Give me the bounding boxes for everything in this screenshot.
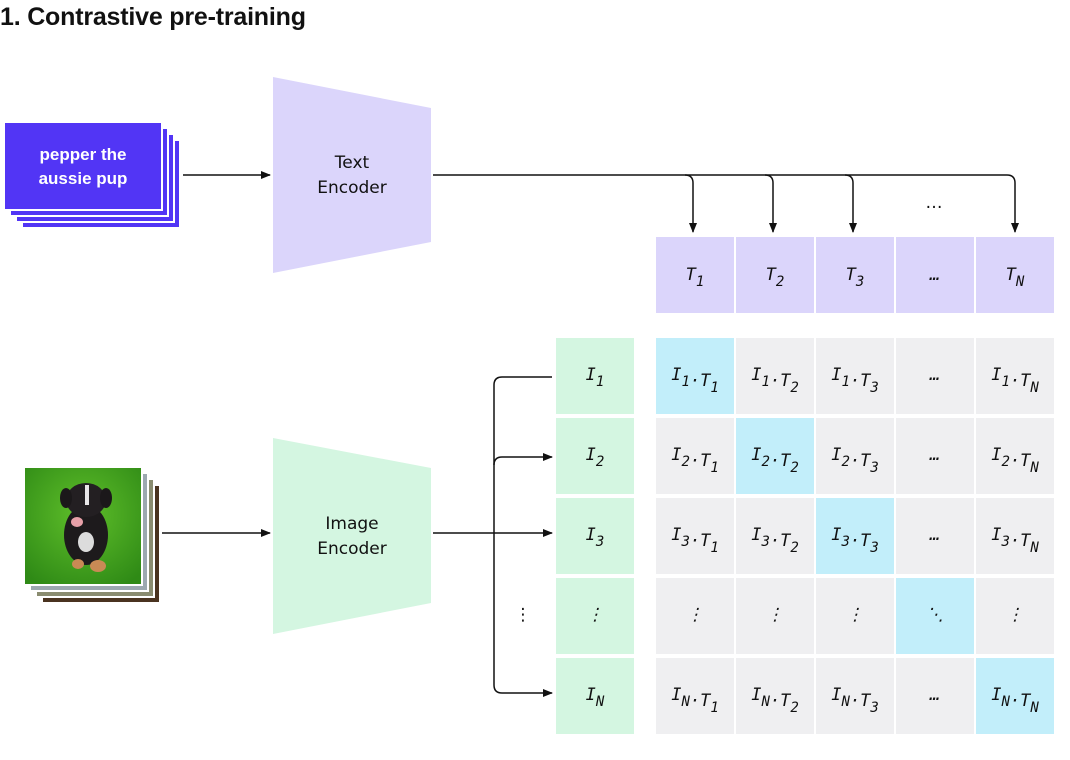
text-embedding-cell <box>976 237 1054 313</box>
matrix-cell-label: ⋮ <box>767 605 784 625</box>
arrow-t2 <box>685 174 777 233</box>
text-embedding-cell <box>816 237 894 313</box>
matrix-cell <box>816 578 894 654</box>
matrix-cell <box>896 418 974 494</box>
text-embedding-label: T1 <box>686 265 705 290</box>
matrix-cell <box>736 338 814 414</box>
text-encoder-line1: Text <box>334 153 370 173</box>
matrix-cell-label: I2·T1 <box>671 445 719 476</box>
image-embedding-label: I3 <box>586 525 605 550</box>
arrow-t1 <box>433 174 697 233</box>
matrix-cell <box>656 498 734 574</box>
arrow-i2 <box>493 453 553 466</box>
text-embedding-label: … <box>929 265 940 285</box>
matrix-cell-label: I3·T1 <box>671 525 719 556</box>
matrix-cell-label: I3·TN <box>991 525 1039 556</box>
matrix-cell-label: … <box>929 685 940 705</box>
image-embedding-cell <box>556 418 634 494</box>
matrix-cell-label: I2·TN <box>991 445 1039 476</box>
text-embedding-label: T3 <box>846 265 865 290</box>
section-title: 1. Contrastive pre-training <box>0 3 306 31</box>
matrix-cell-label: … <box>929 445 940 465</box>
matrix-cell <box>976 578 1054 654</box>
image-ellipsis: ⋮ <box>515 605 532 625</box>
matrix-cell-label: I1·TN <box>991 365 1039 396</box>
image-embedding-cell <box>556 338 634 414</box>
text-encoder <box>273 77 431 273</box>
text-embedding-label: T2 <box>766 265 785 290</box>
image-embedding-label: IN <box>586 685 605 710</box>
matrix-cell-label: IN·T1 <box>671 685 719 716</box>
puppy-photo <box>23 466 143 586</box>
text-input-line1: pepper the <box>40 145 127 164</box>
matrix-cell-label: I2·T2 <box>751 445 799 476</box>
matrix-cell-label: I2·T3 <box>831 445 879 476</box>
text-embedding-cell <box>896 237 974 313</box>
matrix-cell <box>896 498 974 574</box>
image-embedding-label: I2 <box>586 445 605 470</box>
arrow-i1-in <box>493 376 553 697</box>
arrow-tn <box>845 174 1019 233</box>
image-embedding-cell <box>556 578 634 654</box>
matrix-cell-label: IN·TN <box>991 685 1039 716</box>
image-encoder <box>273 438 431 634</box>
matrix-cell-label: IN·T2 <box>751 685 799 716</box>
image-embedding-label: I1 <box>586 365 605 390</box>
matrix-cell-label: IN·T3 <box>831 685 879 716</box>
matrix-cell <box>656 578 734 654</box>
matrix-cell-positive <box>976 658 1054 734</box>
matrix-cell <box>656 418 734 494</box>
matrix-cell-label: I1·T1 <box>671 365 719 396</box>
matrix-cell-label: ⋮ <box>1007 605 1024 625</box>
text-embedding-cell <box>736 237 814 313</box>
image-encoder-line2: Encoder <box>317 539 387 559</box>
matrix-cell <box>656 658 734 734</box>
image-embedding-label: ⋮ <box>587 605 604 625</box>
matrix-cell <box>896 338 974 414</box>
text-embedding-cell <box>656 237 734 313</box>
matrix-cell <box>896 658 974 734</box>
connector-arrows <box>162 171 1019 697</box>
matrix-cell-label: ⋮ <box>847 605 864 625</box>
text-card <box>3 121 163 211</box>
text-ellipsis: … <box>926 193 943 213</box>
matrix-cell <box>816 418 894 494</box>
matrix-cell-label: … <box>929 525 940 545</box>
text-input-stack: pepper the aussie pup <box>3 121 181 229</box>
matrix-cell-label: … <box>929 365 940 385</box>
matrix-cell <box>976 498 1054 574</box>
matrix-cell-positive <box>736 418 814 494</box>
matrix-cell <box>976 418 1054 494</box>
image-embedding-cell <box>556 658 634 734</box>
matrix-cell <box>816 338 894 414</box>
matrix-cell <box>976 338 1054 414</box>
matrix-cell-positive <box>816 498 894 574</box>
text-encoder-line2: Encoder <box>317 178 387 198</box>
matrix-cell-label: ⋱ <box>927 605 944 625</box>
text-input-line2: aussie pup <box>39 169 128 188</box>
matrix-cell <box>736 658 814 734</box>
matrix-cell <box>736 498 814 574</box>
matrix-cell-positive <box>656 338 734 414</box>
image-encoder-line1: Image <box>325 514 378 534</box>
matrix-cell <box>736 578 814 654</box>
text-embedding-label: TN <box>1006 265 1025 290</box>
image-input-stack <box>23 466 161 604</box>
matrix-cell-label: I3·T2 <box>751 525 799 556</box>
matrix-cell <box>816 658 894 734</box>
matrix-cell-label: I1·T3 <box>831 365 879 396</box>
matrix-cell-positive <box>896 578 974 654</box>
matrix-cell-label: ⋮ <box>687 605 704 625</box>
matrix-cell-label: I3·T3 <box>831 525 879 556</box>
matrix-cell-label: I1·T2 <box>751 365 799 396</box>
arrow-t3 <box>765 174 857 233</box>
image-embedding-cell <box>556 498 634 574</box>
